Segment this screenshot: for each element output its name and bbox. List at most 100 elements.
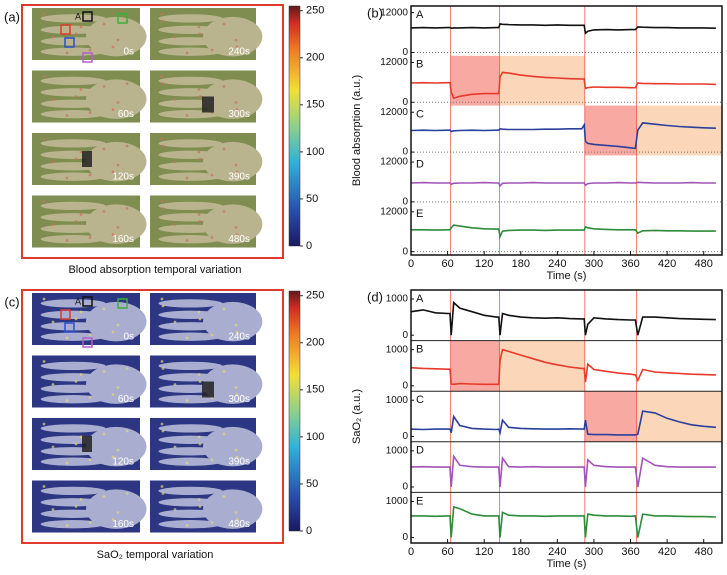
hand-palm (203, 364, 263, 404)
series-line (410, 348, 716, 386)
hand-finger (40, 224, 106, 233)
texture-dot (125, 144, 129, 148)
texture-dot (65, 461, 69, 465)
texture-dot (42, 360, 46, 363)
texture-dot (197, 25, 201, 29)
texture-dot (173, 383, 177, 386)
time-label: 300s (228, 394, 250, 405)
image-tile: 60s (32, 70, 147, 123)
texture-dot (79, 310, 83, 314)
x-tick-label: 0 (408, 258, 414, 270)
texture-dot (79, 373, 83, 376)
y-tick-label: 0 (402, 532, 408, 543)
texture-dot (65, 239, 69, 242)
hand-finger (158, 457, 223, 466)
stimulus-shade (450, 55, 500, 106)
panel-label: (b) (367, 5, 383, 20)
texture-dot (42, 12, 46, 16)
series-name: C (416, 109, 424, 121)
texture-dot (234, 511, 238, 514)
texture-dot (51, 35, 55, 39)
texture-dot (88, 521, 92, 524)
roi-box (64, 322, 75, 333)
texture-dot (173, 160, 177, 164)
hand-finger (40, 332, 106, 341)
texture-dot (88, 173, 92, 177)
hand-palm (203, 301, 263, 342)
hand-finger (158, 435, 223, 444)
hand-finger (158, 162, 223, 171)
hand-finger (40, 395, 106, 404)
texture-dot (51, 160, 55, 164)
x-tick-label: 480 (695, 546, 713, 558)
hand-finger (40, 25, 106, 34)
hand-finger (158, 139, 223, 148)
y-tick-label: 0 (402, 431, 408, 442)
texture-dot (111, 45, 115, 49)
hand-finger (158, 486, 223, 496)
texture-dot (160, 12, 164, 16)
y-tick-label: 0 (402, 380, 408, 391)
texture-dot (51, 508, 55, 511)
hand-finger (40, 201, 106, 211)
x-tick-label: 120 (475, 546, 493, 558)
colorbar-tick-label: 100 (306, 431, 324, 443)
series-line (411, 224, 716, 240)
cuff-region (202, 96, 214, 113)
x-tick-label: 180 (512, 546, 530, 558)
texture-dot (234, 323, 238, 327)
y-tick-label: 12000 (380, 157, 408, 168)
time-label: 480s (228, 519, 250, 530)
texture-dot (65, 399, 69, 402)
stimulus-shade (636, 105, 722, 156)
image-tile: 160s (32, 195, 147, 248)
texture-dot (111, 518, 115, 521)
time-label: 390s (228, 172, 250, 183)
hand-palm (203, 426, 263, 467)
texture-dot (234, 38, 238, 42)
hand-palm (203, 489, 263, 529)
roi-box (82, 296, 93, 307)
texture-dot (160, 485, 164, 488)
texture-dot (102, 22, 106, 26)
y-tick-label: 1000 (386, 496, 409, 507)
hand-finger (40, 457, 106, 466)
texture-dot (74, 505, 78, 508)
texture-dot (42, 75, 46, 78)
colorbar-tick-label: 250 (306, 5, 324, 17)
hand-finger (158, 498, 223, 507)
texture-dot (116, 511, 120, 514)
texture-dot (198, 505, 202, 508)
hand-finger (158, 322, 223, 331)
cuff-region (202, 381, 214, 398)
texture-dot (197, 88, 201, 91)
texture-dot (173, 508, 177, 511)
roi-box (82, 337, 93, 348)
texture-dot (198, 220, 202, 223)
texture-dot (125, 492, 129, 495)
colorbar-tick-label: 200 (306, 337, 324, 349)
hand-finger (40, 99, 106, 108)
texture-dot (102, 370, 106, 373)
hand-finger (40, 172, 106, 181)
texture-dot (116, 163, 120, 167)
texture-dot (111, 108, 115, 111)
hand-palm (203, 79, 263, 119)
hand-finger (40, 76, 106, 86)
cuff-region (82, 151, 92, 167)
panel-label: (a) (4, 9, 20, 24)
texture-dot (65, 176, 69, 180)
texture-dot (210, 521, 214, 524)
texture-dot (161, 367, 165, 370)
texture-dot (210, 48, 214, 52)
time-label: 160s (112, 519, 134, 530)
colorbar-tick-label: 150 (306, 384, 324, 396)
hand-palm (203, 141, 263, 182)
texture-dot (125, 207, 129, 210)
roi-box (82, 52, 93, 63)
hand-finger (158, 201, 223, 211)
texture-dot (116, 38, 120, 42)
texture-dot (235, 108, 239, 111)
hand-finger (158, 299, 223, 308)
